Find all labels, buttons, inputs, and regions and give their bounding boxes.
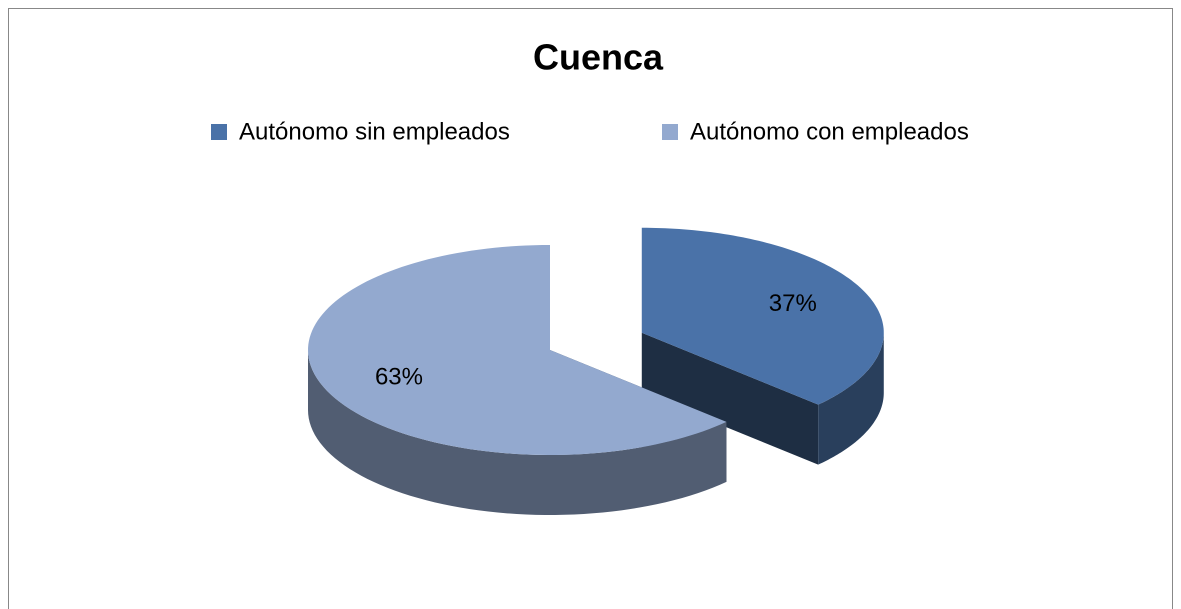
legend-label: Autónomo con empleados [690,118,969,145]
slice-cut-face [641,332,819,465]
slice [308,245,727,455]
legend-swatch [662,124,678,140]
data-label: 37% [769,290,817,317]
slice-side [308,350,727,515]
slice [641,227,884,405]
chart-title: Cuenca [533,37,664,78]
slice-side [818,332,884,465]
data-label: 63% [375,364,423,391]
legend-swatch [211,124,227,140]
legend-label: Autónomo sin empleados [239,118,510,145]
chart-frame [8,8,1173,609]
